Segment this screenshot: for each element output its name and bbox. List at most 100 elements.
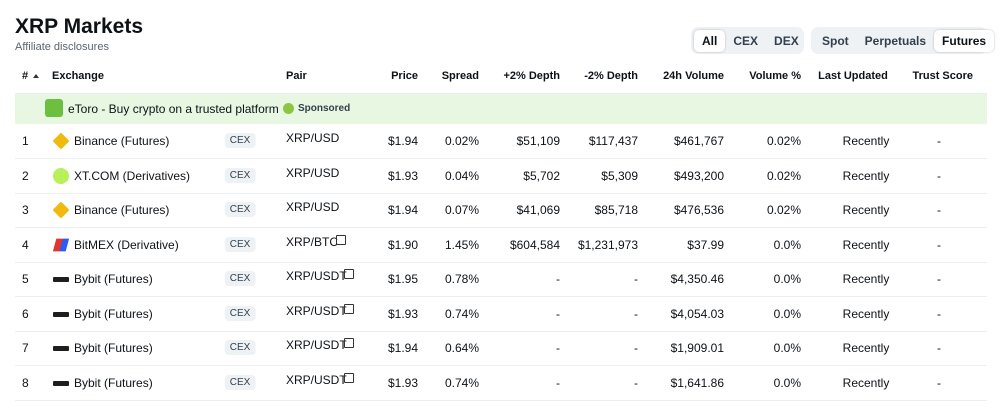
table-cell: - bbox=[556, 341, 560, 355]
table-cell: 0.0% bbox=[773, 272, 801, 286]
table-cell: - bbox=[634, 272, 638, 286]
table-cell: $117,437 bbox=[588, 134, 638, 148]
filter-button[interactable]: Perpetuals bbox=[864, 33, 927, 48]
exchange-name[interactable]: Binance (Futures) bbox=[74, 134, 170, 148]
table-cell: - bbox=[937, 272, 941, 286]
table-cell: Recently bbox=[842, 168, 890, 183]
column-header[interactable]: # bbox=[22, 70, 29, 82]
filter-button[interactable]: DEX bbox=[774, 33, 799, 48]
table-cell: 0.04% bbox=[444, 168, 479, 183]
divider bbox=[15, 227, 987, 228]
exchange-name[interactable]: Bybit (Futures) bbox=[74, 375, 153, 390]
exchange-filter: All CEX DEX bbox=[691, 27, 804, 54]
external-link-icon[interactable] bbox=[344, 338, 354, 348]
table-cell: Recently bbox=[842, 237, 890, 252]
table-cell: Recently bbox=[842, 134, 890, 148]
filter-button[interactable]: All bbox=[694, 29, 726, 52]
exchange-name[interactable]: XT.COM (Derivatives) bbox=[74, 168, 191, 183]
table-cell: 0.78% bbox=[444, 272, 479, 286]
table-cell: - bbox=[634, 375, 638, 390]
external-link-icon[interactable] bbox=[344, 372, 354, 383]
table-cell: $1.93 bbox=[387, 168, 418, 183]
exchange-type-tag: CEX bbox=[224, 340, 256, 355]
exchange-icon bbox=[53, 167, 69, 184]
table-cell: $4,054.03 bbox=[670, 306, 724, 321]
table-cell: $493,200 bbox=[673, 168, 724, 183]
table-cell: 0.0% bbox=[773, 341, 801, 355]
table-cell: - bbox=[937, 341, 941, 355]
divider bbox=[15, 261, 987, 263]
sponsored-text[interactable]: eToro - Buy crypto on a trusted platform bbox=[68, 102, 279, 116]
column-header: Spread bbox=[441, 70, 479, 82]
table-cell: - bbox=[937, 306, 941, 321]
external-link-icon[interactable] bbox=[344, 303, 354, 314]
exchange-type-tag: CEX bbox=[224, 202, 256, 217]
external-link-icon[interactable] bbox=[344, 269, 354, 279]
exchange-type-tag: CEX bbox=[224, 133, 256, 148]
divider bbox=[15, 93, 987, 94]
table-cell: Recently bbox=[842, 341, 890, 355]
table-cell: $37.99 bbox=[687, 237, 724, 252]
table-cell: - bbox=[556, 306, 560, 321]
etoro-logo bbox=[45, 99, 63, 117]
table-cell: 4 bbox=[22, 237, 29, 252]
divider bbox=[15, 192, 987, 194]
table-cell: - bbox=[937, 237, 941, 252]
filter-button[interactable]: Futures bbox=[934, 29, 995, 52]
table-cell: $51,109 bbox=[516, 134, 560, 148]
exchange-type-tag: CEX bbox=[224, 167, 256, 183]
exchange-name[interactable]: Bybit (Futures) bbox=[74, 306, 153, 321]
table-cell: - bbox=[556, 272, 560, 286]
table-cell: 5 bbox=[22, 272, 29, 286]
table-cell: 0.74% bbox=[444, 306, 479, 321]
exchange-name[interactable]: BitMEX (Derivative) bbox=[74, 237, 179, 252]
table-cell: 0.07% bbox=[444, 203, 479, 217]
table-cell[interactable]: XRP/BTC bbox=[286, 234, 339, 249]
table-cell[interactable]: XRP/USDT bbox=[286, 303, 347, 318]
divider bbox=[15, 296, 987, 297]
exchange-name[interactable]: Bybit (Futures) bbox=[74, 341, 153, 355]
filter-button[interactable]: Spot bbox=[822, 33, 849, 48]
exchange-type-tag: CEX bbox=[224, 236, 256, 252]
table-cell: $1.94 bbox=[387, 203, 418, 217]
table-cell: 8 bbox=[22, 375, 29, 390]
table-cell[interactable]: XRP/USD bbox=[286, 165, 340, 180]
table-cell: $1,231,973 bbox=[577, 237, 638, 252]
table-cell[interactable]: XRP/USDT bbox=[286, 372, 347, 387]
table-cell: $461,767 bbox=[673, 134, 724, 148]
column-header: Volume % bbox=[749, 70, 801, 82]
divider bbox=[15, 158, 987, 159]
filter-button[interactable]: CEX bbox=[733, 33, 759, 48]
sponsored-icon bbox=[283, 103, 294, 114]
exchange-type-tag: CEX bbox=[224, 305, 256, 321]
sponsored-badge: Sponsored bbox=[298, 103, 351, 114]
sponsored-row[interactable] bbox=[15, 94, 987, 124]
table-cell: $1.95 bbox=[387, 272, 418, 286]
table-cell: - bbox=[634, 306, 638, 321]
table-cell: $1,641.86 bbox=[670, 375, 724, 390]
table-cell: $604,584 bbox=[509, 237, 560, 252]
table-cell: 6 bbox=[22, 306, 29, 321]
exchange-type-tag: CEX bbox=[224, 271, 256, 286]
table-cell[interactable]: XRP/USDT bbox=[286, 269, 347, 283]
affiliate-link[interactable]: Affiliate disclosures bbox=[15, 41, 109, 53]
table-cell: 0.02% bbox=[766, 168, 801, 183]
column-header: Price bbox=[391, 70, 418, 82]
exchange-name[interactable]: Binance (Futures) bbox=[74, 203, 170, 217]
column-header: Last Updated bbox=[818, 70, 888, 82]
table-cell: $1,909.01 bbox=[670, 341, 724, 355]
table-cell: - bbox=[634, 341, 638, 355]
divider bbox=[15, 330, 987, 332]
exchange-name[interactable]: Bybit (Futures) bbox=[74, 272, 153, 286]
table-cell: 0.02% bbox=[766, 134, 801, 148]
table-cell[interactable]: XRP/USD bbox=[286, 131, 340, 145]
table-cell: $1.93 bbox=[387, 306, 418, 321]
table-cell: 1.45% bbox=[444, 237, 479, 252]
external-link-icon[interactable] bbox=[336, 234, 346, 245]
exchange-icon bbox=[53, 277, 69, 282]
table-cell[interactable]: XRP/USDT bbox=[286, 338, 347, 352]
table-cell[interactable]: XRP/USD bbox=[286, 200, 340, 214]
table-cell: 7 bbox=[22, 341, 29, 355]
table-cell: - bbox=[937, 168, 941, 183]
exchange-icon bbox=[53, 311, 69, 317]
